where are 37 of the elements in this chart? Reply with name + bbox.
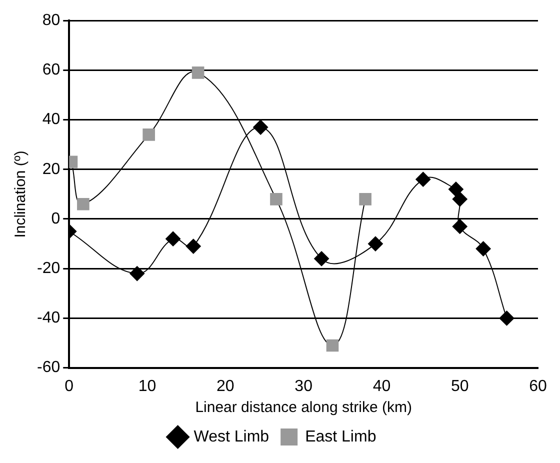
x-axis-title: Linear distance along strike (km) [195, 399, 412, 416]
point [416, 172, 431, 187]
point [448, 182, 464, 197]
y-tick-label: 60 [42, 62, 60, 79]
point [77, 198, 90, 210]
x-tick-label: 60 [529, 378, 547, 395]
y-axis-title: Inclination (º) [12, 150, 30, 238]
x-tick-label: 40 [372, 378, 391, 395]
point [499, 310, 514, 326]
point [452, 218, 468, 234]
x-tick-label: 50 [450, 378, 469, 395]
point [359, 193, 372, 206]
point [326, 339, 339, 352]
legend-label: West Limb [194, 428, 270, 446]
y-tick-label: 40 [42, 111, 60, 128]
x-tick-label: 10 [138, 378, 156, 395]
point [270, 193, 282, 206]
point [368, 236, 383, 252]
point [166, 231, 181, 246]
point [452, 192, 468, 207]
y-tick-label: -40 [37, 310, 60, 327]
x-tick-label: 20 [216, 378, 234, 395]
point [476, 241, 491, 256]
point [142, 128, 155, 141]
y-tick-label: -60 [37, 359, 60, 376]
x-tick-label: 0 [64, 378, 74, 395]
point [253, 120, 268, 135]
point [186, 238, 201, 254]
y-tick-label: 20 [42, 160, 60, 178]
legend-label: East Limb [305, 428, 376, 446]
y-tick-label: 0 [51, 210, 60, 228]
point [314, 251, 330, 266]
y-tick-label: 80 [42, 12, 60, 30]
y-tick-label: -20 [37, 260, 60, 278]
x-tick-label: 30 [294, 378, 313, 395]
point [192, 66, 204, 79]
point [130, 266, 145, 282]
